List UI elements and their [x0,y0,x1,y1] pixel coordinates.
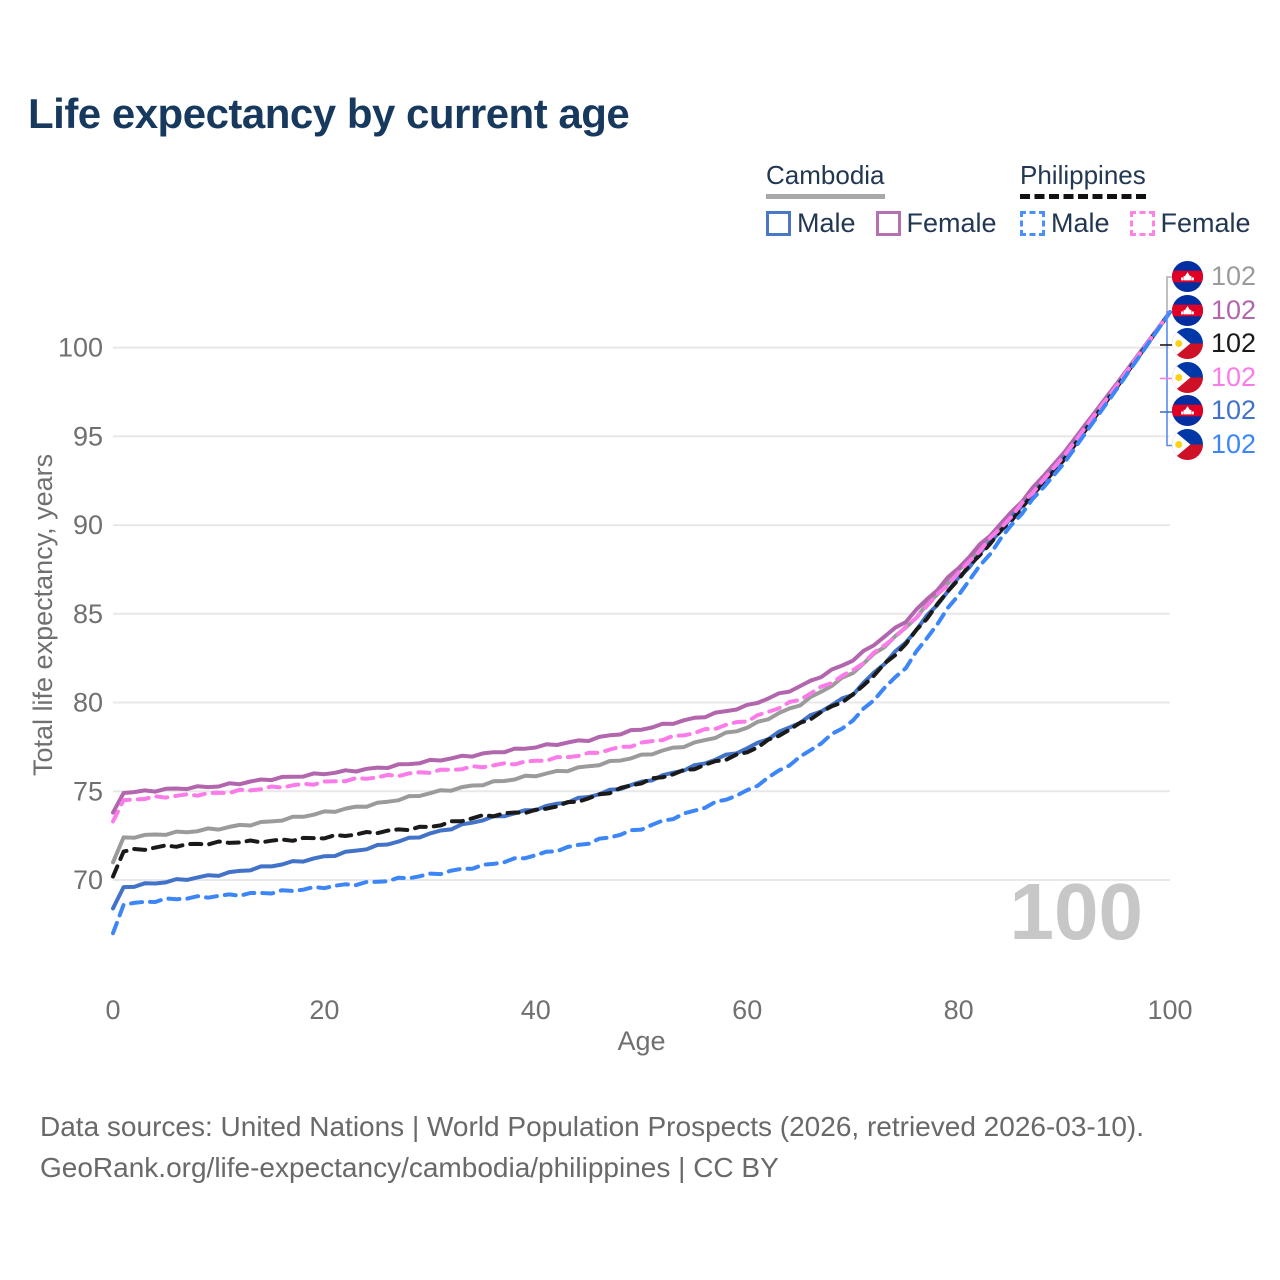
y-tick-95: 95 [73,421,103,451]
x-tick-20: 20 [309,995,339,1025]
end-label-cambodia-total: 102 [1172,260,1256,294]
end-label-philippines-total: 102 [1172,327,1256,361]
y-tick-70: 70 [73,865,103,895]
legend-item-cambodia-male[interactable]: Male [766,208,856,239]
end-label-philippines-male: 102 [1172,428,1256,462]
end-value: 102 [1211,428,1257,459]
page-title: Life expectancy by current age [28,90,630,137]
x-tick-40: 40 [521,995,551,1025]
legend-group-philippines: Philippines Male Female [1020,160,1251,239]
y-tick-100: 100 [58,333,103,363]
end-value: 102 [1211,361,1257,392]
y-tick-90: 90 [73,510,103,540]
x-axis-title: Age [617,1026,666,1056]
legend-item-cambodia-female[interactable]: Female [875,208,997,239]
series-line-cambodia-male [111,310,1172,911]
footer: Data sources: United Nations | World Pop… [40,1106,1240,1188]
end-label-cambodia-male: 102 [1172,394,1256,428]
legend-label: Male [797,208,856,238]
end-value: 102 [1211,328,1257,359]
age-watermark: 100 [1009,867,1143,956]
y-tick-75: 75 [73,776,103,806]
legend-heading-philippines[interactable]: Philippines [1020,160,1146,199]
legend-row: Male Female [1020,208,1251,239]
legend-heading-cambodia[interactable]: Cambodia [766,160,885,199]
cambodia-flag-icon [1172,395,1203,427]
end-value: 102 [1211,261,1257,292]
x-tick-0: 0 [105,995,120,1025]
y-axis-title: Total life expectancy, years [28,453,58,777]
end-label-philippines-female: 102 [1172,361,1256,395]
series-line-philippines-total [111,310,1172,879]
y-tick-80: 80 [73,688,103,718]
x-tick-80: 80 [944,995,974,1025]
cambodia-male-swatch-icon [766,211,791,236]
series-line-philippines-male [111,310,1172,936]
end-label-cambodia-female: 102 [1172,294,1256,328]
philippines-flag-icon [1172,361,1203,393]
legend-label: Female [1160,208,1251,238]
end-value: 102 [1211,395,1257,426]
footer-attribution: GeoRank.org/life-expectancy/cambodia/phi… [40,1152,779,1183]
cambodia-flag-icon [1172,261,1203,293]
legend-item-philippines-male[interactable]: Male [1020,208,1110,239]
x-tick-100: 100 [1147,995,1192,1025]
series-line-cambodia-female [111,310,1172,815]
philippines-flag-icon [1172,328,1203,360]
philippines-female-swatch-icon [1129,211,1155,236]
y-tick-85: 85 [73,599,103,629]
legend-row: Male Female [766,208,997,239]
x-tick-60: 60 [732,995,762,1025]
legend-group-cambodia: Cambodia Male Female [766,160,997,239]
philippines-flag-icon [1172,428,1203,460]
philippines-male-swatch-icon [1020,211,1045,236]
cambodia-flag-icon [1172,294,1203,326]
legend-item-philippines-female[interactable]: Female [1129,208,1251,239]
legend-label: Male [1051,208,1110,238]
end-value: 102 [1211,294,1257,325]
legend-label: Female [906,208,997,238]
series-end-labels: 102 102 102 102 102 102 [1172,260,1256,461]
cambodia-female-swatch-icon [875,211,901,236]
series-line-philippines-female [111,310,1172,824]
footer-sources: Data sources: United Nations | World Pop… [40,1111,1145,1142]
